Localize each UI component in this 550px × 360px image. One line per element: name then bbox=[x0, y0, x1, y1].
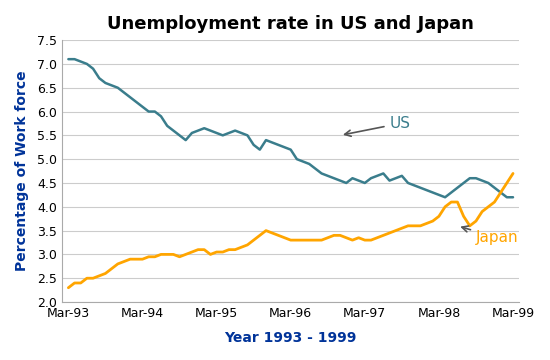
Text: Japan: Japan bbox=[462, 226, 519, 245]
Text: US: US bbox=[345, 116, 410, 136]
X-axis label: Year 1993 - 1999: Year 1993 - 1999 bbox=[224, 331, 357, 345]
Y-axis label: Percentage of Work force: Percentage of Work force bbox=[15, 71, 29, 271]
Title: Unemployment rate in US and Japan: Unemployment rate in US and Japan bbox=[107, 15, 474, 33]
